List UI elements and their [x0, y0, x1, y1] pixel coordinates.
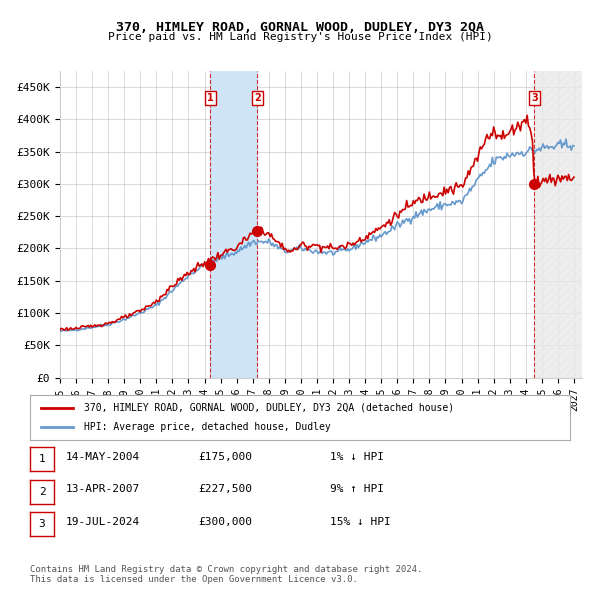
Bar [535, 71, 582, 378]
Bar [211, 71, 257, 378]
Text: 1% ↓ HPI: 1% ↓ HPI [330, 452, 384, 462]
Text: 14-MAY-2004: 14-MAY-2004 [66, 452, 140, 462]
Text: 1: 1 [38, 454, 46, 464]
Text: HPI: Average price, detached house, Dudley: HPI: Average price, detached house, Dudl… [84, 422, 331, 432]
Text: £300,000: £300,000 [198, 517, 252, 527]
Text: 9% ↑ HPI: 9% ↑ HPI [330, 484, 384, 494]
Text: 2: 2 [38, 487, 46, 497]
Text: 3: 3 [531, 93, 538, 103]
Text: 370, HIMLEY ROAD, GORNAL WOOD, DUDLEY, DY3 2QA: 370, HIMLEY ROAD, GORNAL WOOD, DUDLEY, D… [116, 21, 484, 34]
Text: £227,500: £227,500 [198, 484, 252, 494]
Text: 13-APR-2007: 13-APR-2007 [66, 484, 140, 494]
Text: 3: 3 [38, 519, 46, 529]
Text: 1: 1 [207, 93, 214, 103]
Text: Contains HM Land Registry data © Crown copyright and database right 2024.
This d: Contains HM Land Registry data © Crown c… [30, 565, 422, 584]
Text: 2: 2 [254, 93, 260, 103]
Text: £175,000: £175,000 [198, 452, 252, 462]
Text: 370, HIMLEY ROAD, GORNAL WOOD, DUDLEY, DY3 2QA (detached house): 370, HIMLEY ROAD, GORNAL WOOD, DUDLEY, D… [84, 403, 454, 412]
Text: 19-JUL-2024: 19-JUL-2024 [66, 517, 140, 527]
Text: Price paid vs. HM Land Registry's House Price Index (HPI): Price paid vs. HM Land Registry's House … [107, 32, 493, 42]
Text: 15% ↓ HPI: 15% ↓ HPI [330, 517, 391, 527]
